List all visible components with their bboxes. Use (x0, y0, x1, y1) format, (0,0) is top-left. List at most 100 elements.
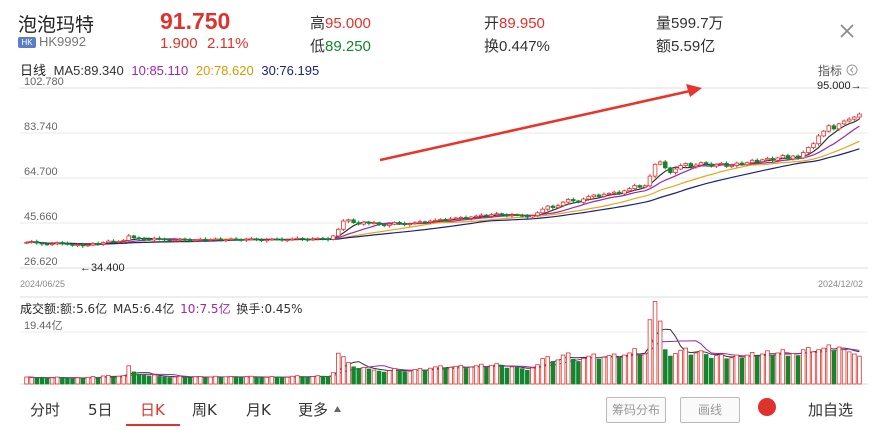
volume-bar-up (264, 376, 269, 385)
volume-bar-down (443, 367, 448, 385)
candle-up (790, 155, 796, 160)
volume-bar-down (162, 376, 167, 385)
ma20-line (26, 140, 860, 245)
volume-panel-title: 成交额: (20, 302, 61, 316)
candle-up (458, 217, 464, 219)
candle-up (284, 239, 290, 242)
candle-up (223, 239, 229, 242)
close-button[interactable] (836, 20, 858, 42)
volume-bar-up (29, 377, 34, 385)
turnover-rate-label: 换 (484, 37, 500, 55)
candle-up (310, 238, 315, 241)
candle-up (315, 237, 321, 240)
candle-down (637, 185, 642, 188)
candle-up (336, 228, 341, 237)
volume-bar-up (729, 357, 734, 385)
volume-value: 599.7万 (671, 15, 724, 32)
volume-quote: 量599.7万 (656, 12, 724, 33)
volume-tick-label: 19.44亿 (24, 319, 63, 332)
candle-up (24, 241, 29, 244)
candle-up (494, 213, 499, 216)
volume-bar-down (397, 369, 402, 385)
ma30-legend: 30:76.195 (261, 63, 320, 78)
volume-ma10: 10:7.5亿 (180, 302, 231, 316)
volume-bar-up (392, 368, 397, 385)
volume-bar-up (453, 365, 459, 385)
active-tab-indicator (126, 424, 180, 426)
candle-up (244, 238, 249, 241)
tab-weekly-k[interactable]: 周K (192, 401, 217, 419)
tab-more[interactable]: 更多 (298, 399, 342, 420)
candle-up (836, 123, 842, 130)
candle-up (387, 223, 392, 226)
candle-down (279, 238, 285, 241)
candle-up (601, 193, 607, 197)
volume-bar-down (351, 366, 356, 385)
volume-bar-up (652, 301, 658, 385)
volume-bar-down (504, 367, 510, 385)
indicator-button[interactable]: 指标 (818, 62, 858, 79)
volume-bar-up (249, 375, 254, 385)
candle-up (198, 238, 203, 241)
volume-bar-down (499, 365, 505, 385)
volume-bar-up (407, 370, 413, 385)
volume-bar-up (121, 375, 126, 385)
tab-5day[interactable]: 5日 (88, 401, 113, 419)
candle-down (60, 242, 65, 244)
draw-line-button[interactable]: 画线 (680, 397, 740, 423)
chip-distribution-button[interactable]: 筹码分布 (606, 397, 666, 423)
candle-down (831, 125, 837, 130)
ma10-legend: 10:85.110 (131, 63, 189, 78)
volume-bar-down (663, 349, 668, 385)
volume-bar-up (90, 376, 96, 385)
ma5-legend: MA5:89.340 (53, 63, 124, 78)
volume-bar-up (198, 376, 203, 385)
volume-bar-down (238, 377, 244, 385)
volume-bar-up (152, 374, 157, 385)
record-dot-button[interactable] (758, 398, 776, 416)
ma30-line (26, 148, 860, 245)
volume-bar-up (361, 366, 367, 385)
candle-up (152, 237, 157, 241)
candle-up (49, 243, 55, 246)
volume-amount: 额:5.6亿 (60, 302, 108, 316)
candle-down (65, 243, 70, 245)
start-date: 2024/06/25 (20, 279, 66, 289)
candle-down (95, 243, 101, 245)
high-label: 高 (310, 14, 326, 32)
add-to-watchlist-button[interactable]: 加自选 (808, 401, 854, 419)
volume-bar-up (647, 319, 653, 385)
candle-down (525, 215, 530, 218)
volume-bar-up (657, 320, 663, 385)
candle-down (376, 222, 382, 225)
tab-monthly-k[interactable]: 月K (246, 401, 271, 419)
candle-down (484, 214, 489, 217)
volume-bar-up (269, 376, 275, 385)
candle-down (300, 237, 305, 240)
volume-bar-up (744, 354, 750, 385)
candle-down (397, 222, 402, 225)
volume-bar-down (305, 376, 310, 385)
candle-up (852, 116, 857, 120)
volume-bar-down (525, 369, 530, 385)
candle-up (678, 165, 683, 170)
volume-bar-down (381, 371, 387, 385)
candle-up (611, 191, 617, 194)
candle-up (652, 163, 658, 177)
tab-intraday[interactable]: 分时 (30, 401, 61, 419)
volume-bar-down (795, 355, 801, 385)
volume-bar-up (49, 377, 55, 385)
candle-down (770, 157, 775, 161)
price-tick-label: 45.660 (24, 211, 58, 223)
volume-bar-up (581, 357, 586, 385)
volume-bar-up (315, 375, 321, 385)
volume-bar-down (550, 361, 556, 385)
volume-bar-down (831, 350, 837, 385)
turnover-rate-value: 0.447% (499, 38, 550, 55)
candle-up (330, 235, 336, 240)
candle-down (218, 238, 223, 241)
candle-up (228, 238, 234, 241)
tab-daily-k[interactable]: 日K (140, 401, 165, 419)
volume-bar-up (826, 344, 832, 385)
